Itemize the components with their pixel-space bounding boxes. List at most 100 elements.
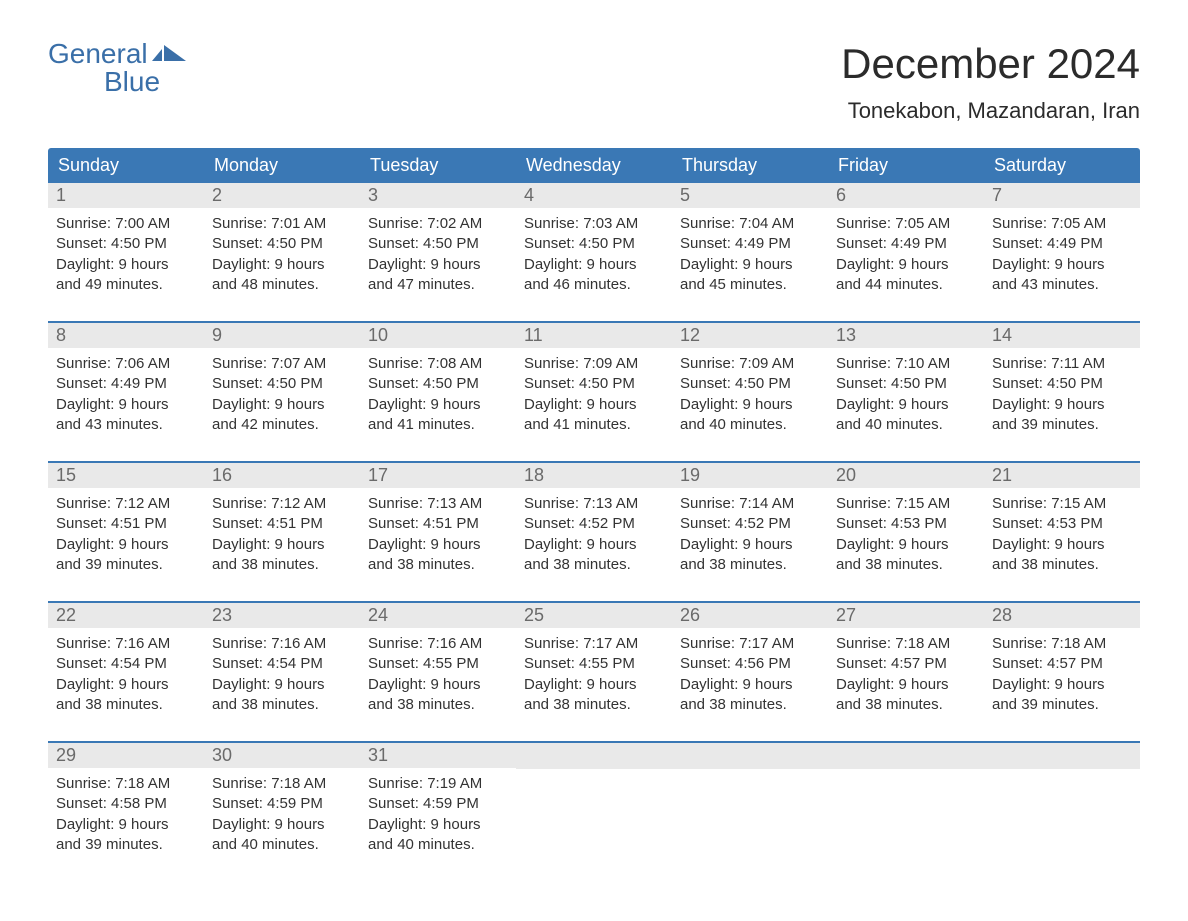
sunset-line: Sunset: 4:50 PM [212,234,352,254]
calendar-cell: 22Sunrise: 7:16 AMSunset: 4:54 PMDayligh… [48,603,204,719]
daylight-line2: and 38 minutes. [212,555,352,575]
daylight-line1: Daylight: 9 hours [524,395,664,415]
day-details: Sunrise: 7:15 AMSunset: 4:53 PMDaylight:… [828,488,984,579]
day-details: Sunrise: 7:12 AMSunset: 4:51 PMDaylight:… [204,488,360,579]
daylight-line2: and 43 minutes. [56,415,196,435]
day-number: 3 [360,183,516,208]
sunset-line: Sunset: 4:55 PM [368,654,508,674]
sunrise-line: Sunrise: 7:02 AM [368,214,508,234]
sunrise-line: Sunrise: 7:18 AM [992,634,1132,654]
calendar-cell: 31Sunrise: 7:19 AMSunset: 4:59 PMDayligh… [360,743,516,859]
daylight-line2: and 38 minutes. [992,555,1132,575]
day-details: Sunrise: 7:18 AMSunset: 4:58 PMDaylight:… [48,768,204,859]
daylight-line2: and 38 minutes. [524,695,664,715]
daylight-line2: and 38 minutes. [836,555,976,575]
day-number: 9 [204,323,360,348]
sunset-line: Sunset: 4:50 PM [368,234,508,254]
calendar-cell: 11 Sunrise: 7:09 AMSunset: 4:50 PMDayligh… [516,323,672,439]
day-number: 23 [204,603,360,628]
sunset-line: Sunset: 4:54 PM [56,654,196,674]
day-number: 6 [828,183,984,208]
sunrise-line: Sunrise: 7:01 AM [212,214,352,234]
day-header-cell: Wednesday [516,148,672,183]
day-details: Sunrise: 7:06 AMSunset: 4:49 PMDaylight:… [48,348,204,439]
daylight-line2: and 43 minutes. [992,275,1132,295]
calendar-cell: 24Sunrise: 7:16 AMSunset: 4:55 PMDayligh… [360,603,516,719]
day-number: 8 [48,323,204,348]
daylight-line1: Daylight: 9 hours [680,255,820,275]
calendar-week: 1Sunrise: 7:00 AMSunset: 4:50 PMDaylight… [48,183,1140,299]
sunset-line: Sunset: 4:57 PM [836,654,976,674]
day-details: Sunrise: 7:16 AMSunset: 4:54 PMDaylight:… [204,628,360,719]
calendar-cell: 1Sunrise: 7:00 AMSunset: 4:50 PMDaylight… [48,183,204,299]
daylight-line1: Daylight: 9 hours [212,535,352,555]
calendar: SundayMondayTuesdayWednesdayThursdayFrid… [48,148,1140,859]
sunrise-line: Sunrise: 7:16 AM [212,634,352,654]
daylight-line2: and 38 minutes. [368,695,508,715]
day-number: 2 [204,183,360,208]
sunrise-line: Sunrise: 7:12 AM [212,494,352,514]
day-number: 26 [672,603,828,628]
sunset-line: Sunset: 4:59 PM [212,794,352,814]
flag-icon [152,43,188,63]
daylight-line1: Daylight: 9 hours [368,255,508,275]
daylight-line1: Daylight: 9 hours [368,395,508,415]
day-details: Sunrise: 7:19 AMSunset: 4:59 PMDaylight:… [360,768,516,859]
sunset-line: Sunset: 4:50 PM [212,374,352,394]
daylight-line2: and 48 minutes. [212,275,352,295]
daylight-line2: and 47 minutes. [368,275,508,295]
daylight-line1: Daylight: 9 hours [56,395,196,415]
sunrise-line: Sunrise: 7:19 AM [368,774,508,794]
sunrise-line: Sunrise: 7:00 AM [56,214,196,234]
day-details: Sunrise: 7:17 AMSunset: 4:56 PMDaylight:… [672,628,828,719]
daylight-line2: and 38 minutes. [680,695,820,715]
day-number: 18 [516,463,672,488]
calendar-cell: 21Sunrise: 7:15 AMSunset: 4:53 PMDayligh… [984,463,1140,579]
month-title: December 2024 [841,40,1140,88]
daylight-line1: Daylight: 9 hours [212,815,352,835]
day-details: Sunrise: 7:18 AMSunset: 4:57 PMDaylight:… [828,628,984,719]
daylight-line2: and 49 minutes. [56,275,196,295]
daylight-line1: Daylight: 9 hours [836,395,976,415]
daylight-line2: and 38 minutes. [212,695,352,715]
calendar-cell: 18Sunrise: 7:13 AMSunset: 4:52 PMDayligh… [516,463,672,579]
day-number: 20 [828,463,984,488]
daylight-line1: Daylight: 9 hours [524,675,664,695]
calendar-cell: 5Sunrise: 7:04 AMSunset: 4:49 PMDaylight… [672,183,828,299]
day-number: 11 [516,323,672,348]
sunset-line: Sunset: 4:53 PM [992,514,1132,534]
sunset-line: Sunset: 4:49 PM [836,234,976,254]
sunset-line: Sunset: 4:54 PM [212,654,352,674]
daylight-line1: Daylight: 9 hours [992,535,1132,555]
calendar-week: 15Sunrise: 7:12 AMSunset: 4:51 PMDayligh… [48,461,1140,579]
logo: General Blue [48,40,188,96]
day-details: Sunrise: 7:00 AMSunset: 4:50 PMDaylight:… [48,208,204,299]
daylight-line1: Daylight: 9 hours [56,535,196,555]
sunrise-line: Sunrise: 7:11 AM [992,354,1132,374]
sunset-line: Sunset: 4:50 PM [524,374,664,394]
sunset-line: Sunset: 4:55 PM [524,654,664,674]
day-details: Sunrise: 7:16 AMSunset: 4:55 PMDaylight:… [360,628,516,719]
day-number [828,743,984,769]
calendar-cell: 6Sunrise: 7:05 AMSunset: 4:49 PMDaylight… [828,183,984,299]
day-header-cell: Thursday [672,148,828,183]
daylight-line1: Daylight: 9 hours [56,675,196,695]
sunset-line: Sunset: 4:50 PM [836,374,976,394]
daylight-line2: and 39 minutes. [992,415,1132,435]
title-block: December 2024 Tonekabon, Mazandaran, Ira… [841,40,1140,124]
daylight-line1: Daylight: 9 hours [212,675,352,695]
calendar-cell: 2Sunrise: 7:01 AMSunset: 4:50 PMDaylight… [204,183,360,299]
sunset-line: Sunset: 4:50 PM [992,374,1132,394]
calendar-cell: 13Sunrise: 7:10 AMSunset: 4:50 PMDayligh… [828,323,984,439]
daylight-line2: and 41 minutes. [368,415,508,435]
daylight-line2: and 40 minutes. [212,835,352,855]
sunset-line: Sunset: 4:58 PM [56,794,196,814]
logo-word2: Blue [48,68,188,96]
sunrise-line: Sunrise: 7:06 AM [56,354,196,374]
day-details: Sunrise: 7:12 AMSunset: 4:51 PMDaylight:… [48,488,204,579]
day-number: 24 [360,603,516,628]
daylight-line2: and 39 minutes. [56,555,196,575]
sunrise-line: Sunrise: 7:18 AM [212,774,352,794]
sunset-line: Sunset: 4:50 PM [56,234,196,254]
sunrise-line: Sunrise: 7:09 AM [524,354,664,374]
